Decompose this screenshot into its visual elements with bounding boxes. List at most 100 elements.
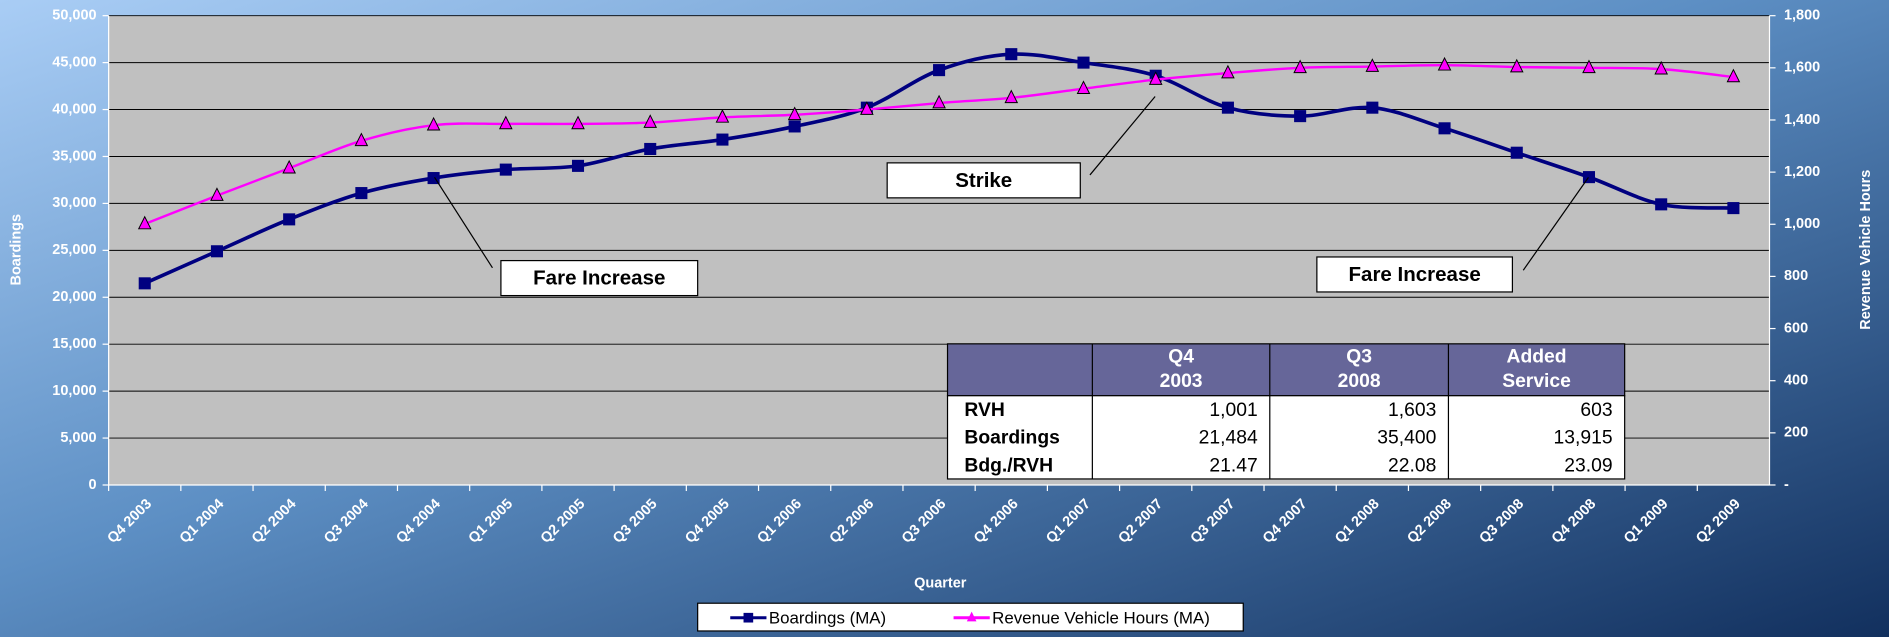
marker (1582, 171, 1596, 184)
marker (1005, 48, 1018, 61)
marker (1366, 101, 1379, 114)
table-header: Q4 2003 (1160, 347, 1203, 392)
marker (571, 115, 585, 130)
table-row-label: Bdg./RVH (964, 455, 1053, 476)
y2-tick-label: 1,000 (1784, 216, 1820, 232)
marker (1655, 198, 1668, 211)
marker (137, 215, 152, 230)
table-header-line: Q4 (1168, 347, 1194, 368)
marker (860, 101, 874, 115)
marker (644, 142, 657, 155)
table-body-bg (946, 395, 1626, 480)
table-cell: 21.47 (1209, 455, 1257, 476)
table-cell: 603 (1580, 400, 1612, 421)
table-cell: 21,484 (1199, 428, 1258, 449)
marker (1727, 202, 1740, 215)
marker (933, 64, 946, 77)
marker (643, 114, 658, 128)
marker (355, 187, 368, 200)
table-cell: 35,400 (1377, 428, 1436, 449)
y-axis-title: Boardings (9, 214, 25, 286)
marker (354, 132, 369, 147)
y-tick-label: 15,000 (52, 336, 96, 352)
marker (787, 106, 802, 121)
table-header-line: 2008 (1338, 371, 1381, 392)
marker (1365, 58, 1380, 72)
y-tick-label: 35,000 (52, 148, 96, 164)
table-header: Q3 2008 (1338, 347, 1381, 392)
y2-tick-label: 400 (1784, 373, 1808, 389)
y-tick-label: 10,000 (52, 383, 96, 399)
marker (1437, 56, 1452, 71)
y-tick-label: 50,000 (52, 8, 96, 24)
table-header-line: Added (1507, 347, 1567, 368)
marker (1076, 80, 1091, 94)
annotation-leader (1089, 96, 1156, 176)
y2-tick-label: 600 (1784, 320, 1808, 336)
annotation-leader (1522, 177, 1589, 271)
marker (498, 115, 513, 130)
legend-label: Revenue Vehicle Hours (MA) (992, 608, 1210, 627)
table-header-bg (946, 343, 1626, 397)
annotation: Fare Increase (533, 267, 665, 290)
table-cell: 1,001 (1209, 400, 1257, 421)
annotation-leader (434, 177, 493, 269)
annotation: Fare Increase (1349, 263, 1481, 286)
marker (1438, 122, 1451, 135)
legend-label: Boardings (MA) (769, 608, 886, 627)
marker (1726, 68, 1741, 83)
table-header-line: 2003 (1160, 371, 1203, 392)
marker (1582, 59, 1596, 74)
marker (138, 277, 151, 290)
y2-tick-label: 1,200 (1784, 164, 1820, 180)
y2-axis-title: Revenue Vehicle Hours (1858, 170, 1874, 330)
marker (210, 187, 224, 201)
marker (1509, 58, 1524, 73)
y2-tick-label: 1,600 (1784, 60, 1820, 76)
marker (716, 133, 729, 146)
legend-marker (743, 612, 754, 623)
y2-tick-label: - (1784, 477, 1789, 493)
marker (1221, 64, 1235, 79)
marker (1293, 59, 1307, 74)
marker (1004, 89, 1019, 104)
table-header-line: Service (1502, 371, 1571, 392)
annotation-box (500, 259, 699, 297)
table-row-label: RVH (964, 400, 1004, 421)
table-row-label: Boardings (964, 428, 1059, 449)
y-tick-label: 30,000 (52, 195, 96, 211)
marker (1510, 146, 1523, 159)
marker (932, 94, 946, 109)
marker (571, 159, 585, 172)
marker (1221, 101, 1234, 114)
y-tick-label: 0 (89, 477, 97, 493)
y-tick-label: 20,000 (52, 289, 96, 305)
marker (1654, 60, 1669, 75)
marker (283, 213, 296, 226)
y2-tick-label: 1,800 (1784, 8, 1820, 24)
x-axis-title: Quarter (914, 576, 967, 592)
table-cell: 22.08 (1388, 455, 1436, 476)
marker (499, 163, 512, 176)
table-header-line: Q3 (1346, 347, 1372, 368)
y-tick-label: 5,000 (60, 430, 96, 446)
marker (282, 159, 296, 174)
legend-marker (966, 611, 977, 622)
y-tick-label: 40,000 (52, 101, 96, 117)
y2-tick-label: 1,400 (1784, 112, 1820, 128)
table-cell: 23.09 (1564, 455, 1612, 476)
marker (210, 245, 223, 258)
marker (715, 109, 730, 123)
table-header: Added Service (1502, 347, 1571, 392)
y-tick-label: 45,000 (52, 54, 96, 70)
annotation-box (1316, 256, 1514, 293)
marker (1148, 71, 1163, 85)
marker (1294, 110, 1307, 123)
table-cell: 1,603 (1388, 400, 1436, 421)
y2-tick-label: 200 (1784, 425, 1808, 441)
table-cell: 13,915 (1554, 428, 1613, 449)
annotation: Strike (955, 169, 1012, 192)
y-tick-label: 25,000 (52, 242, 96, 258)
marker (426, 116, 441, 131)
